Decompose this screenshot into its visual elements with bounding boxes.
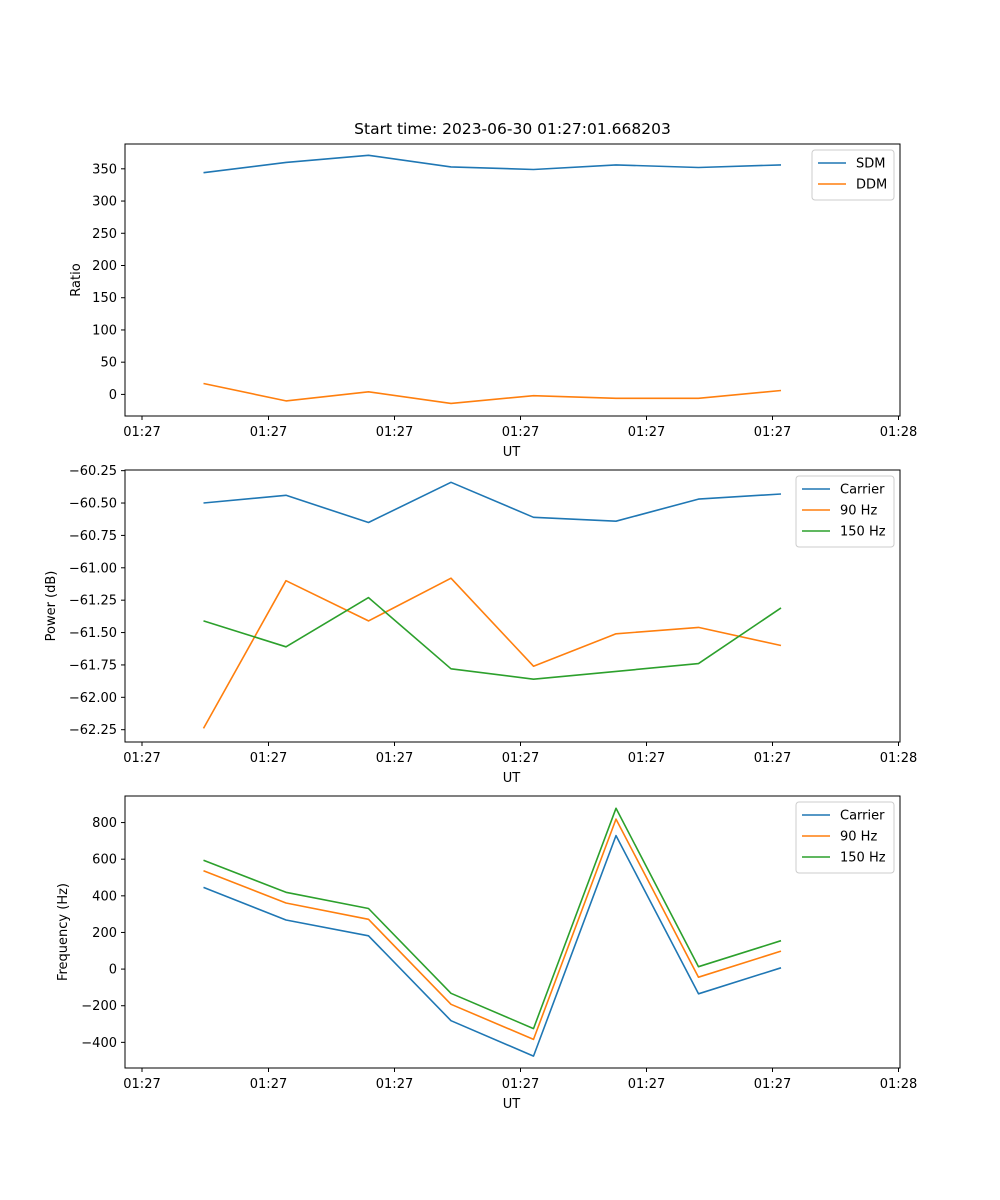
y-tick-label: 800 <box>92 816 117 831</box>
chart-title: Start time: 2023-06-30 01:27:01.668203 <box>354 120 671 138</box>
x-tick-label: 01:27 <box>502 751 539 766</box>
series-line-ddm <box>203 382 782 405</box>
x-tick-label: 01:27 <box>754 425 791 440</box>
series-line-90-hz <box>202 577 782 729</box>
y-tick-label: 200 <box>92 259 117 274</box>
x-tick-label: 01:27 <box>250 425 287 440</box>
y-tick-label: −62.25 <box>69 723 117 738</box>
x-tick-label: 01:27 <box>376 425 413 440</box>
y-tick-label: −200 <box>81 999 117 1014</box>
y-tick-label: −400 <box>81 1036 117 1051</box>
y-tick-label: −60.50 <box>69 497 117 512</box>
x-tick-label: 01:27 <box>250 1077 287 1092</box>
x-tick-label: 01:28 <box>880 1077 917 1092</box>
y-tick-label: 50 <box>100 356 117 371</box>
series-line-90-hz <box>203 818 782 1041</box>
series-line-sdm <box>203 154 782 174</box>
plot-frame <box>124 795 901 1069</box>
series-line-carrier <box>203 481 782 524</box>
x-tick-label: 01:27 <box>123 425 160 440</box>
x-axis-label: UT <box>503 1097 521 1112</box>
legend-label: SDM <box>856 157 885 172</box>
x-tick-label: 01:27 <box>250 751 287 766</box>
legend-label: Carrier <box>840 483 885 498</box>
y-tick-label: 600 <box>92 853 117 868</box>
x-tick-label: 01:27 <box>376 1077 413 1092</box>
y-tick-label: 400 <box>92 889 117 904</box>
legend-label: Carrier <box>840 809 885 824</box>
legend-label: 150 Hz <box>840 525 886 540</box>
y-tick-label: 300 <box>92 195 117 210</box>
y-axis-label: Power (dB) <box>44 571 59 642</box>
series-line-150-hz <box>203 596 782 681</box>
x-tick-label: 01:27 <box>628 1077 665 1092</box>
y-tick-label: −62.00 <box>69 691 117 706</box>
panel-2: 01:27 01:27 01:27 01:27 01:27 01:27 01:28 −62.2… <box>44 464 917 786</box>
x-tick-label: 01:28 <box>880 425 917 440</box>
x-axis-label: UT <box>503 445 521 460</box>
legend-label: DDM <box>856 178 887 193</box>
x-tick-label: 01:27 <box>502 425 539 440</box>
y-axis-label: Ratio <box>69 263 84 296</box>
legend-label: 90 Hz <box>840 504 877 519</box>
plot-frame <box>124 469 901 743</box>
panel-1: 01:27 01:27 01:27 01:27 01:27 01:27 01:28 0 50 10… <box>69 143 917 460</box>
series-line-carrier <box>203 834 782 1057</box>
panel-3: 01:27 01:27 01:27 01:27 01:27 01:27 01:28 −400 −… <box>56 795 917 1112</box>
x-tick-label: 01:27 <box>628 751 665 766</box>
y-tick-label: −60.25 <box>69 464 117 479</box>
y-tick-label: 200 <box>92 926 117 941</box>
x-tick-label: 01:27 <box>123 751 160 766</box>
legend-label: 150 Hz <box>840 851 886 866</box>
plot-frame <box>124 143 901 417</box>
y-tick-label: 250 <box>92 227 117 242</box>
x-tick-label: 01:27 <box>754 751 791 766</box>
y-tick-label: 350 <box>92 162 117 177</box>
series-line-150-hz <box>203 807 782 1030</box>
x-tick-label: 01:27 <box>628 425 665 440</box>
y-tick-label: 150 <box>92 291 117 306</box>
x-tick-label: 01:27 <box>123 1077 160 1092</box>
x-axis-label: UT <box>503 771 521 786</box>
x-tick-label: 01:27 <box>502 1077 539 1092</box>
y-tick-label: −61.50 <box>69 626 117 641</box>
y-axis-label: Frequency (Hz) <box>56 883 71 981</box>
legend-label: 90 Hz <box>840 830 877 845</box>
x-tick-label: 01:27 <box>754 1077 791 1092</box>
y-tick-label: −61.75 <box>69 658 117 673</box>
y-tick-label: 0 <box>109 388 117 403</box>
y-tick-label: 0 <box>109 963 117 978</box>
y-tick-label: 100 <box>92 323 117 338</box>
legend-box <box>795 801 895 874</box>
y-tick-label: −61.25 <box>69 594 117 609</box>
x-tick-label: 01:28 <box>880 751 917 766</box>
legend-box <box>795 475 895 548</box>
x-tick-label: 01:27 <box>376 751 413 766</box>
y-tick-label: −61.00 <box>69 561 117 576</box>
y-tick-label: −60.75 <box>69 529 117 544</box>
